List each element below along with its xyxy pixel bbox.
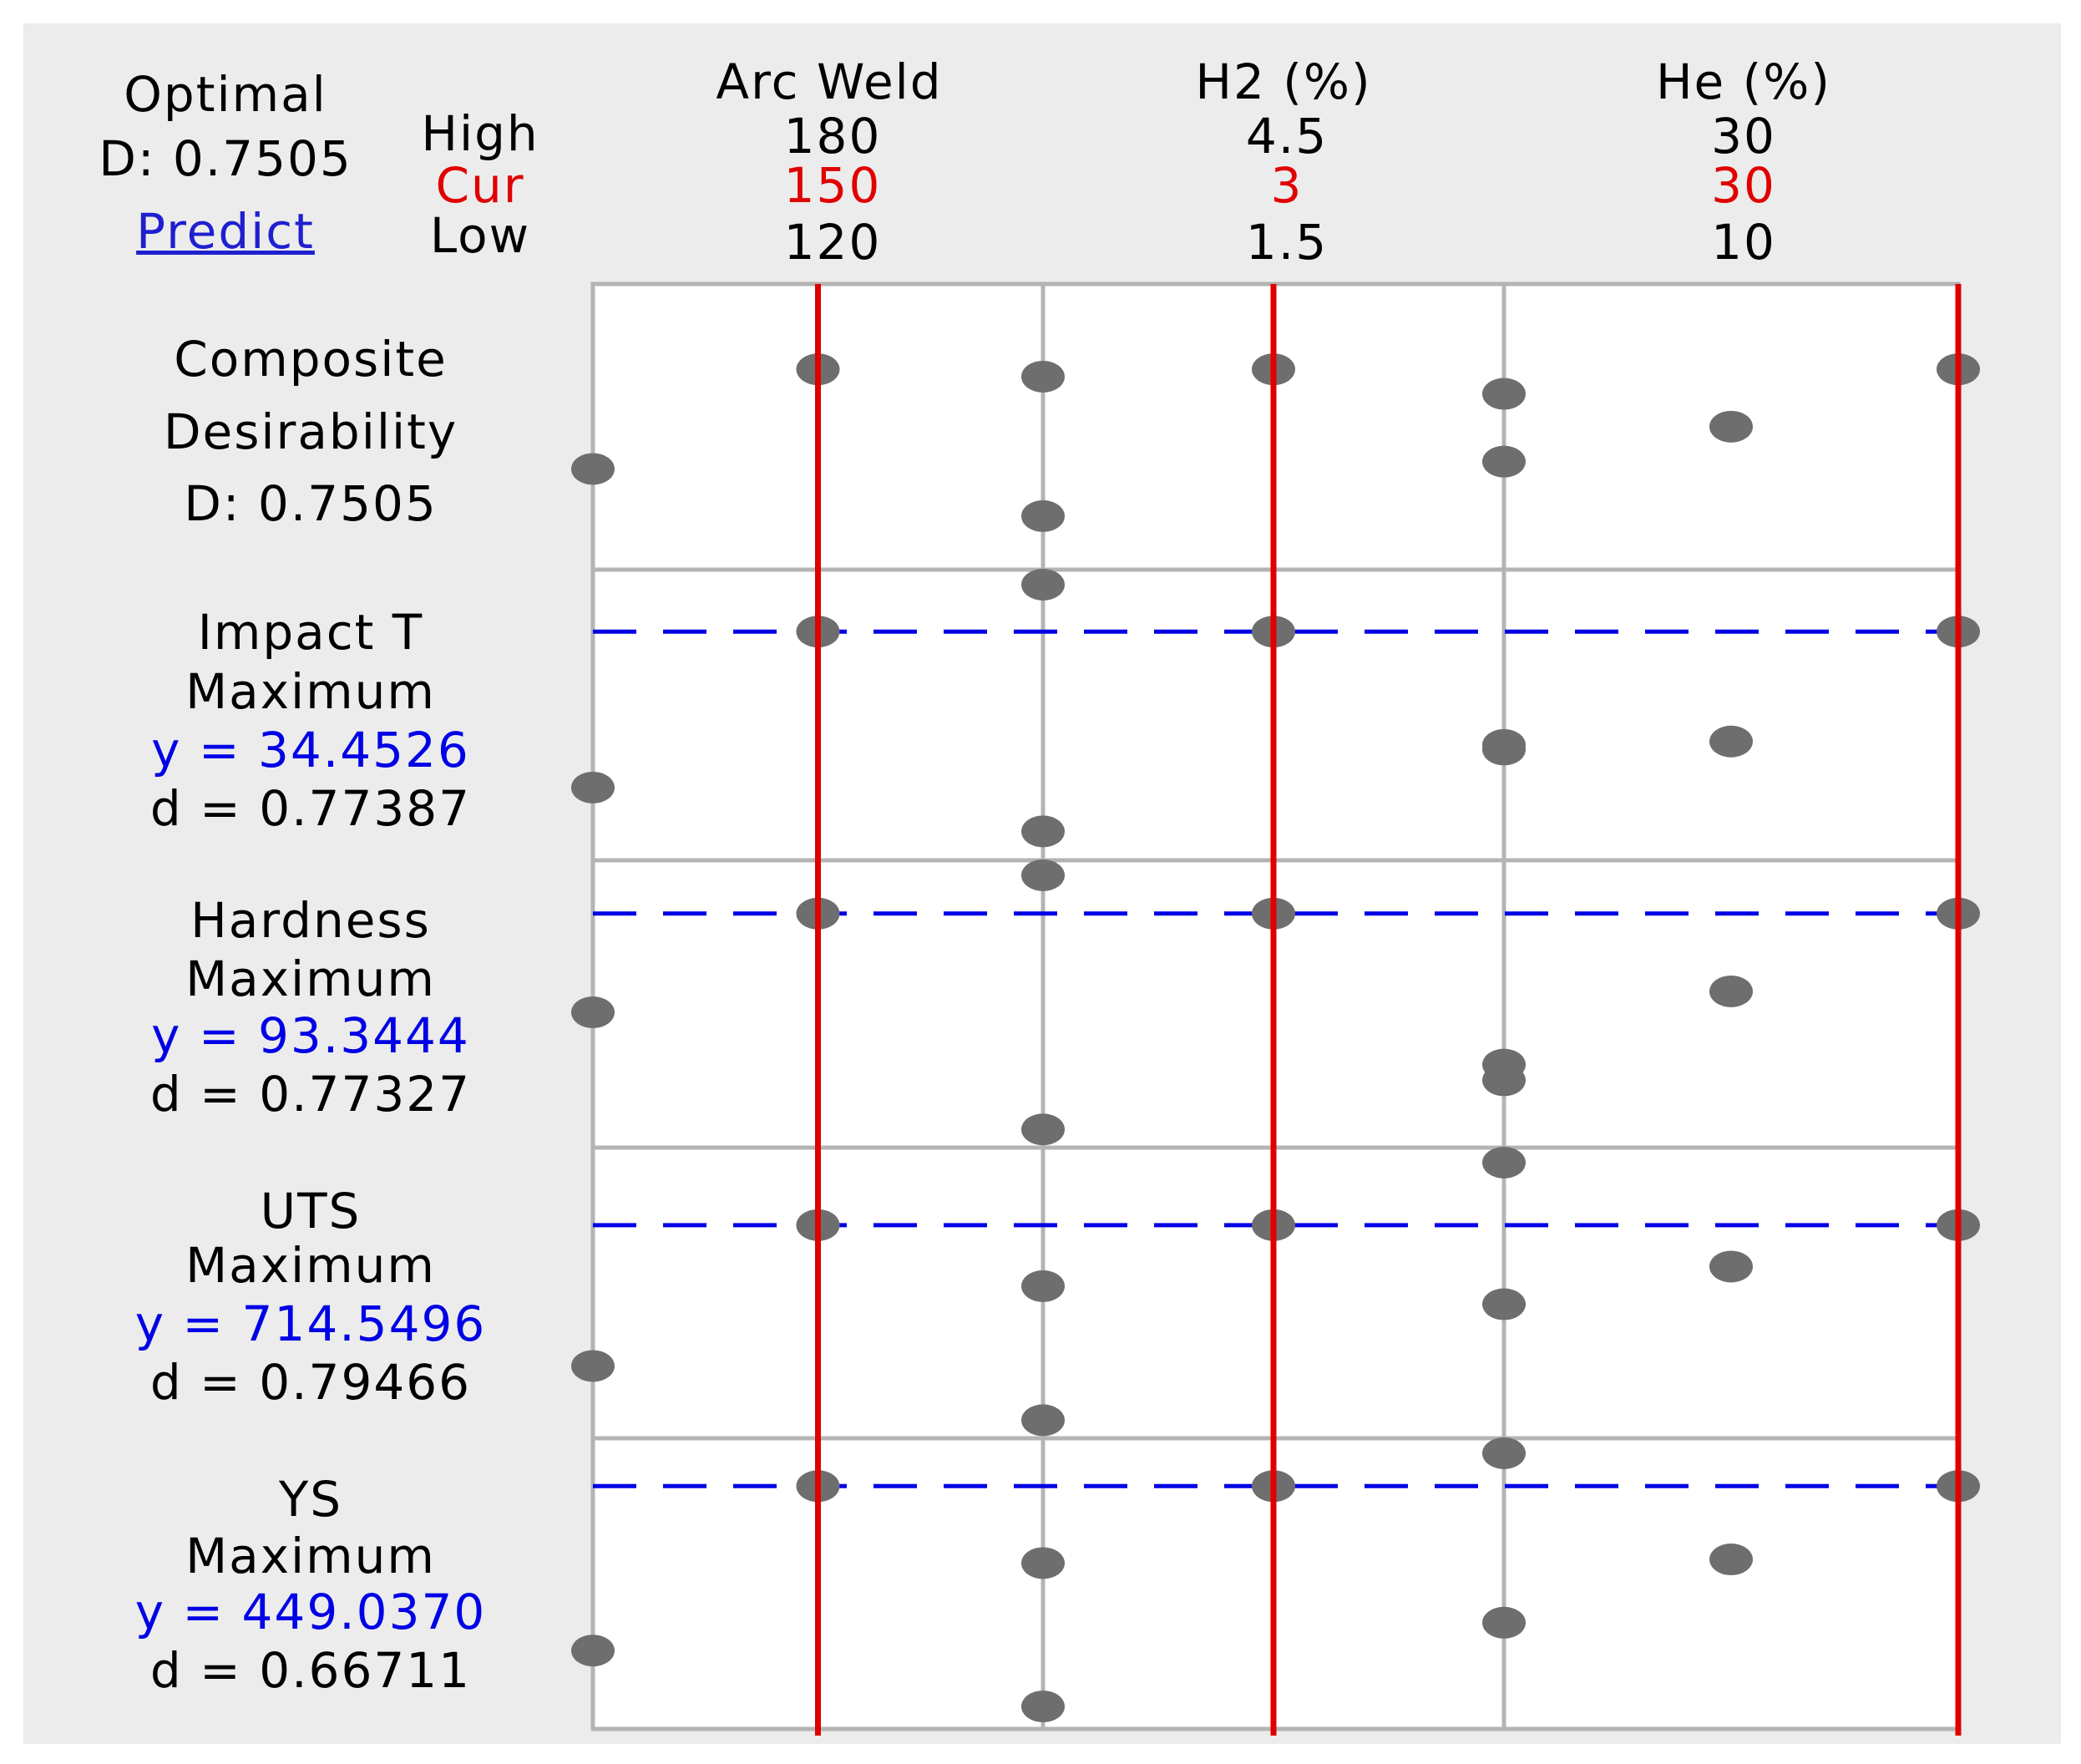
response-3-d: d = 0.77327 [149,1066,472,1123]
response-4-goal: Maximum [185,1237,436,1294]
response-5-title: YS [278,1471,343,1528]
predict-link[interactable]: Predict [136,203,315,260]
factor-1-low: 120 [783,214,882,271]
factor-3-cur[interactable]: 30 [1711,157,1776,214]
response-4-y: y = 714.5496 [134,1295,487,1352]
response-1-d: D: 0.7505 [184,475,438,532]
data-point-r3-f1-l1 [571,996,615,1029]
data-point-r5-f2-l3 [1482,1437,1526,1469]
data-point-r5-f3-l1 [1482,1606,1526,1639]
factor-3-name: He (%) [1655,53,1832,110]
response-2-goal: Maximum [185,663,436,720]
data-point-r1-f1-l3 [1021,499,1065,532]
data-point-r2-f1-l3 [1021,815,1065,848]
response-4-title: UTS [260,1183,362,1239]
data-point-r2-f1-l1 [571,771,615,803]
response-2-title: Impact T [197,604,424,661]
response-2-y: y = 34.4526 [151,722,470,778]
data-point-r4-f1-l3 [1021,1404,1065,1437]
response-5-goal: Maximum [185,1528,436,1584]
data-point-r4-f2-l3 [1482,1147,1526,1179]
data-point-r4-f3-l2 [1709,1250,1753,1283]
data-point-r2-f2-l1 [1021,569,1065,601]
data-point-r4-f2-l1 [1021,1270,1065,1302]
data-point-r2-f3-l2 [1709,725,1753,758]
panel-4-3 [1501,1145,1961,1441]
factor-2-low: 1.5 [1245,214,1329,271]
data-point-r1-f2-l3 [1482,378,1526,410]
data-point-r5-f3-l2 [1709,1544,1753,1576]
data-point-r5-f2-l1 [1021,1547,1065,1579]
factor-2-cur[interactable]: 3 [1270,157,1304,214]
response-3-goal: Maximum [185,950,436,1007]
optimal-d-value: D: 0.7505 [99,130,352,187]
data-point-r3-f2-l1 [1021,859,1065,891]
high-label: High [421,105,539,162]
data-point-r3-f3-l1 [1482,1064,1526,1097]
factor-3-high: 30 [1711,108,1776,165]
low-label: Low [429,207,531,264]
response-1-title: Composite [174,331,448,388]
optimal-label: Optimal [124,66,327,123]
data-point-r2-f3-l1 [1482,728,1526,761]
response-1-goal: Desirability [163,403,458,460]
response-3-title: Hardness [190,892,431,949]
data-point-r1-f3-l2 [1709,410,1753,443]
data-point-r4-f3-l1 [1482,1288,1526,1320]
response-4-d: d = 0.79466 [149,1354,472,1411]
data-point-r1-f2-l1 [1021,360,1065,393]
response-3-y: y = 93.3444 [151,1007,470,1064]
response-2-d: d = 0.77387 [149,780,472,837]
factor-2-high: 4.5 [1245,108,1329,165]
factor-2-name: H2 (%) [1195,53,1372,110]
factor-3-low: 10 [1711,214,1776,271]
data-point-r1-f3-l1 [1482,445,1526,478]
cur-label: Cur [435,157,525,214]
data-point-r5-f1-l3 [1021,1690,1065,1723]
response-5-d: d = 0.66711 [149,1642,472,1699]
data-point-r3-f3-l2 [1709,975,1753,1007]
data-point-r4-f1-l1 [571,1350,615,1382]
data-point-r3-f1-l3 [1021,1113,1065,1146]
panel-2-3 [1501,567,1961,863]
factor-1-cur[interactable]: 150 [783,157,882,214]
panel-5-3 [1501,1436,1961,1731]
data-point-r1-f1-l1 [571,453,615,485]
response-5-y: y = 449.0370 [134,1584,487,1640]
factor-1-high: 180 [783,108,882,165]
factor-1-name: Arc Weld [716,53,943,110]
data-point-r5-f1-l1 [571,1635,615,1667]
